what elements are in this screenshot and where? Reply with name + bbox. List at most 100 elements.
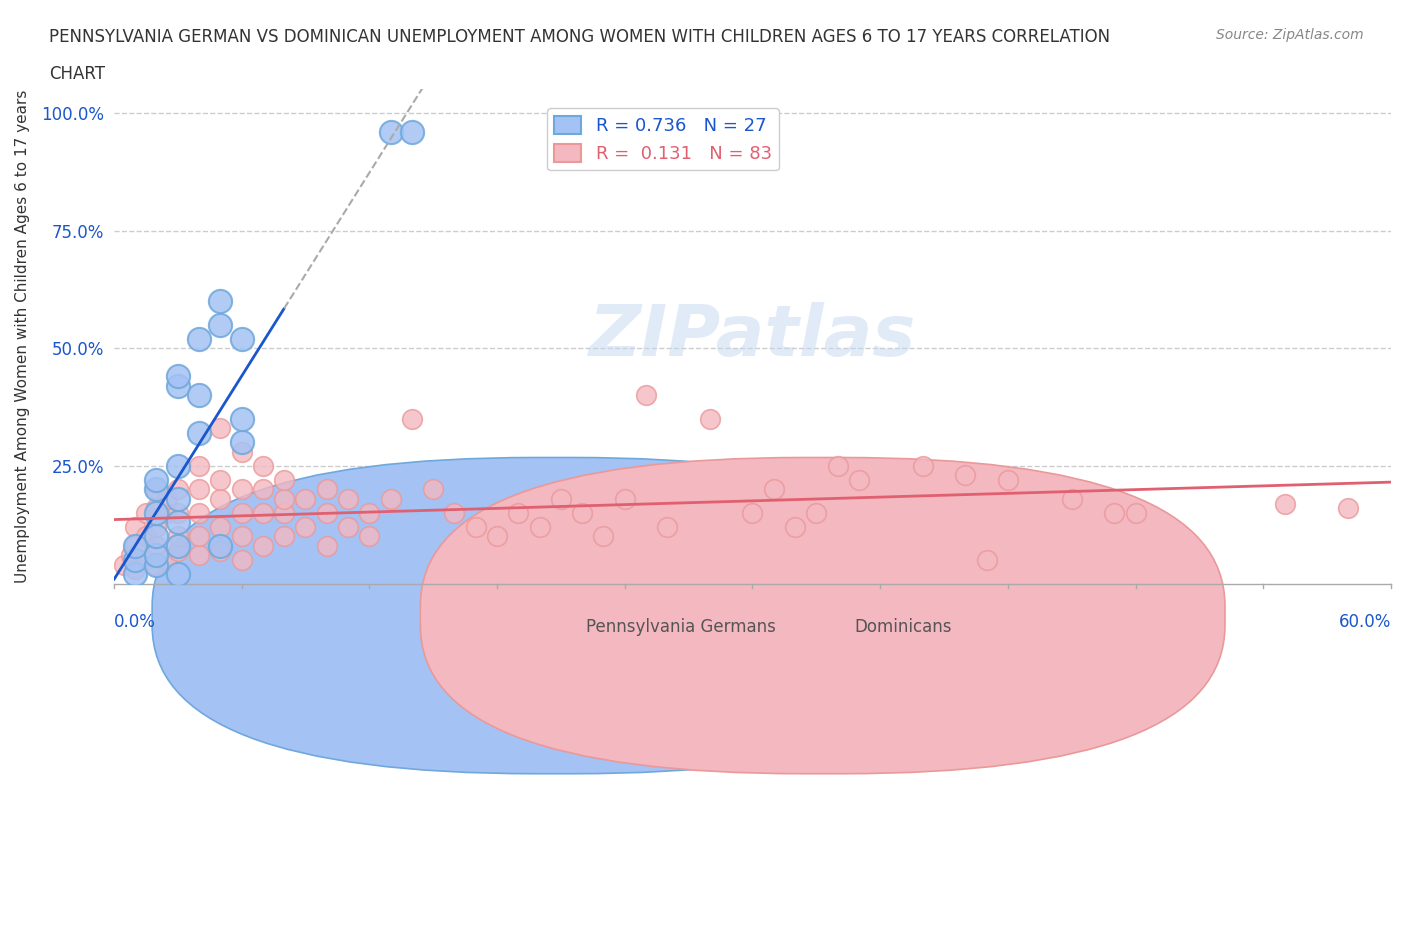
Point xyxy=(124,562,146,577)
Point xyxy=(145,520,167,535)
Point xyxy=(209,420,232,435)
Text: PENNSYLVANIA GERMAN VS DOMINICAN UNEMPLOYMENT AMONG WOMEN WITH CHILDREN AGES 6 T: PENNSYLVANIA GERMAN VS DOMINICAN UNEMPLO… xyxy=(49,28,1111,46)
Point xyxy=(571,506,593,521)
Point xyxy=(231,331,253,346)
Point xyxy=(145,548,167,563)
Point xyxy=(135,552,157,567)
Point xyxy=(273,472,295,487)
Point xyxy=(209,520,232,535)
Point xyxy=(166,482,188,497)
Point xyxy=(359,529,381,544)
Point xyxy=(209,538,232,553)
Point xyxy=(464,520,486,535)
Point xyxy=(976,552,998,567)
Point xyxy=(145,538,167,553)
Point xyxy=(114,557,136,572)
Point xyxy=(124,538,146,553)
Point xyxy=(166,491,188,506)
Point xyxy=(443,506,465,521)
Point xyxy=(188,426,211,441)
Point xyxy=(657,520,679,535)
Point xyxy=(166,515,188,530)
Point xyxy=(156,506,179,521)
Point xyxy=(741,506,763,521)
Point xyxy=(209,543,232,558)
FancyBboxPatch shape xyxy=(152,458,956,774)
Point xyxy=(955,468,977,483)
Point xyxy=(145,472,167,487)
Point xyxy=(613,491,636,506)
Point xyxy=(231,435,253,450)
Point xyxy=(145,529,167,544)
Point xyxy=(997,472,1019,487)
Point xyxy=(145,557,167,572)
Point xyxy=(188,529,211,544)
Y-axis label: Unemployment Among Women with Children Ages 6 to 17 years: Unemployment Among Women with Children A… xyxy=(15,90,30,583)
Point xyxy=(550,491,572,506)
Point xyxy=(209,294,232,309)
Point xyxy=(188,548,211,563)
Point xyxy=(315,482,337,497)
Point xyxy=(252,538,274,553)
Point xyxy=(1104,506,1126,521)
Point xyxy=(380,125,402,140)
Point xyxy=(252,458,274,473)
Point xyxy=(231,411,253,426)
Point xyxy=(166,538,188,553)
FancyBboxPatch shape xyxy=(420,458,1225,774)
Point xyxy=(529,520,551,535)
Point xyxy=(145,506,167,521)
Text: Dominicans: Dominicans xyxy=(855,618,952,636)
Point xyxy=(166,369,188,384)
Legend: R = 0.736   N = 27, R =  0.131   N = 83: R = 0.736 N = 27, R = 0.131 N = 83 xyxy=(547,108,779,170)
Point xyxy=(294,491,316,506)
Point xyxy=(231,445,253,459)
Point xyxy=(336,520,359,535)
Point xyxy=(166,458,188,473)
Point xyxy=(762,482,785,497)
Point xyxy=(380,491,402,506)
Text: 60.0%: 60.0% xyxy=(1339,613,1391,631)
Point xyxy=(783,520,806,535)
Point xyxy=(188,331,211,346)
Point xyxy=(135,529,157,544)
Text: CHART: CHART xyxy=(49,65,105,83)
Point xyxy=(124,538,146,553)
Point xyxy=(848,472,870,487)
Point xyxy=(634,388,657,403)
Point xyxy=(166,566,188,581)
Text: Pennsylvania Germans: Pennsylvania Germans xyxy=(586,618,776,636)
Point xyxy=(401,411,423,426)
Point xyxy=(252,482,274,497)
Point xyxy=(166,529,188,544)
Point xyxy=(145,482,167,497)
Point xyxy=(145,557,167,572)
Point xyxy=(124,566,146,581)
Point xyxy=(485,529,508,544)
Point xyxy=(166,379,188,393)
Point xyxy=(120,548,142,563)
Point xyxy=(336,491,359,506)
Text: ZIPatlas: ZIPatlas xyxy=(589,302,917,371)
Point xyxy=(231,506,253,521)
Point xyxy=(911,458,934,473)
Text: Source: ZipAtlas.com: Source: ZipAtlas.com xyxy=(1216,28,1364,42)
Point xyxy=(209,491,232,506)
Point xyxy=(806,506,828,521)
Point xyxy=(231,552,253,567)
Point xyxy=(401,125,423,140)
Point xyxy=(145,500,167,515)
Point xyxy=(1125,506,1147,521)
Point xyxy=(294,520,316,535)
Point xyxy=(1274,496,1296,511)
Point xyxy=(359,506,381,521)
Point xyxy=(188,458,211,473)
Point xyxy=(273,506,295,521)
Point xyxy=(422,482,444,497)
Point xyxy=(135,506,157,521)
Point xyxy=(273,529,295,544)
Point xyxy=(699,411,721,426)
Point xyxy=(252,506,274,521)
Point xyxy=(508,506,530,521)
Text: 0.0%: 0.0% xyxy=(114,613,156,631)
